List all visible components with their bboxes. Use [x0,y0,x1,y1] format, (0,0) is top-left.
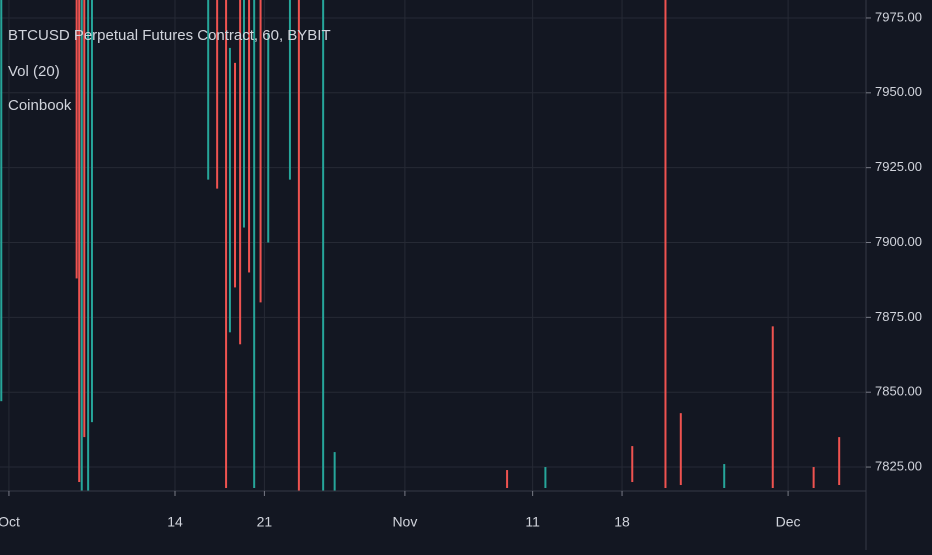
candle-wick [87,0,90,491]
candle-wick [631,446,634,483]
x-tick-label: 18 [614,514,630,530]
candle-wick [679,413,682,486]
candle-wick [242,0,245,228]
candle-wick [771,326,774,489]
candle-wick [239,0,242,345]
candle-wick [664,0,667,489]
y-tick-label: 7925.00 [875,159,922,174]
candle-wick [234,62,237,288]
candle-wick [0,0,3,402]
candle-wick [216,0,219,189]
candle-wick [288,0,291,180]
candle-wick [838,437,841,486]
candle-wick [90,0,93,423]
candle-wick [723,464,726,489]
candle-wick [248,0,251,273]
candle-wick [228,47,231,333]
candle-wick [75,0,78,279]
indicator-label: Coinbook [8,97,72,114]
x-tick-label: 11 [525,514,540,530]
y-tick-label: 7825.00 [875,458,922,473]
x-tick-label: 14 [167,514,183,530]
candle-wick [544,467,547,489]
y-tick-label: 7850.00 [875,384,922,399]
candle-wick [225,0,228,489]
y-tick-label: 7875.00 [875,309,922,324]
candle-wick [78,0,81,483]
candle-wick [322,0,325,491]
candle-wick [207,0,210,180]
candle-wick [333,452,336,491]
chart-title: BTCUSD Perpetual Futures Contract, 60, B… [8,27,331,44]
candle-wick [253,0,256,489]
candle-wick [80,0,83,491]
x-tick-label: 21 [257,514,273,530]
y-tick-label: 7950.00 [875,84,922,99]
x-tick-label: Nov [392,514,417,530]
x-tick-label: Oct [0,514,20,530]
y-tick-label: 7900.00 [875,234,922,249]
indicator-label: Vol (20) [8,63,60,80]
y-tick-label: 7975.00 [875,9,922,24]
candle-wick [83,0,86,438]
candle-wick [267,32,270,243]
candle-wick [812,467,815,489]
candle-wick [506,470,509,489]
candle-wick [297,0,300,491]
candle-wick [259,0,262,303]
x-tick-label: Dec [776,514,801,530]
